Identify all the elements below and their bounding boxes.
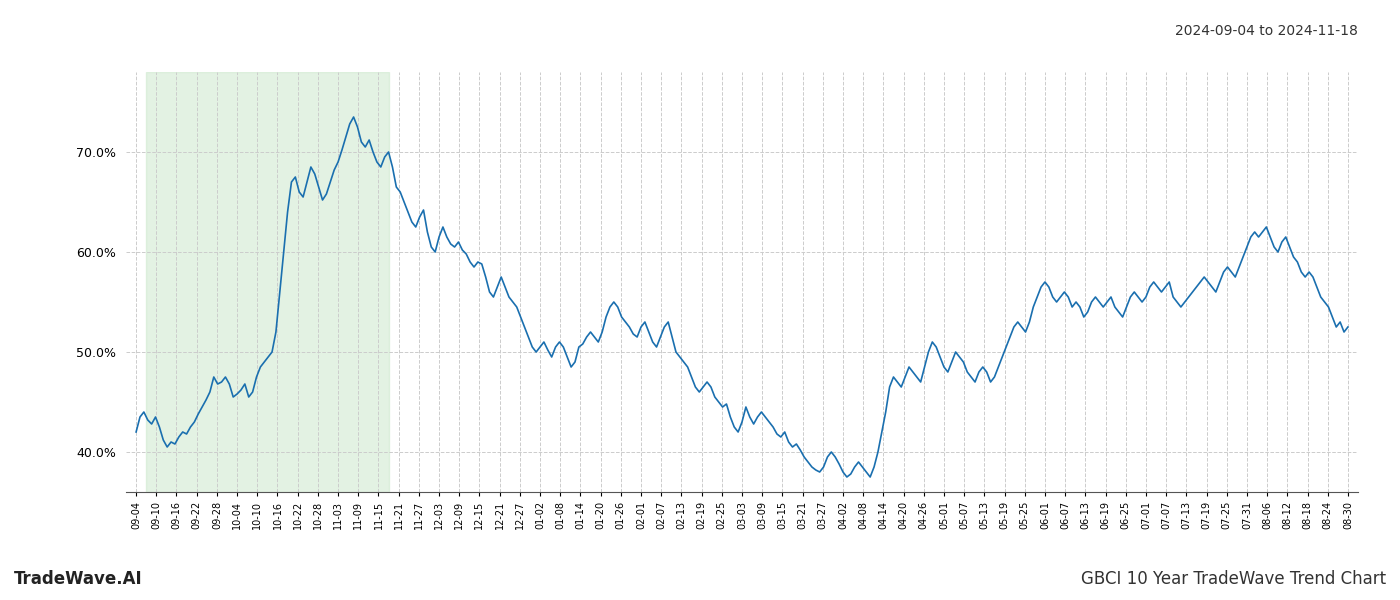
Text: TradeWave.AI: TradeWave.AI: [14, 570, 143, 588]
Bar: [146, 72, 389, 492]
Text: 2024-09-04 to 2024-11-18: 2024-09-04 to 2024-11-18: [1175, 24, 1358, 38]
Text: GBCI 10 Year TradeWave Trend Chart: GBCI 10 Year TradeWave Trend Chart: [1081, 570, 1386, 588]
